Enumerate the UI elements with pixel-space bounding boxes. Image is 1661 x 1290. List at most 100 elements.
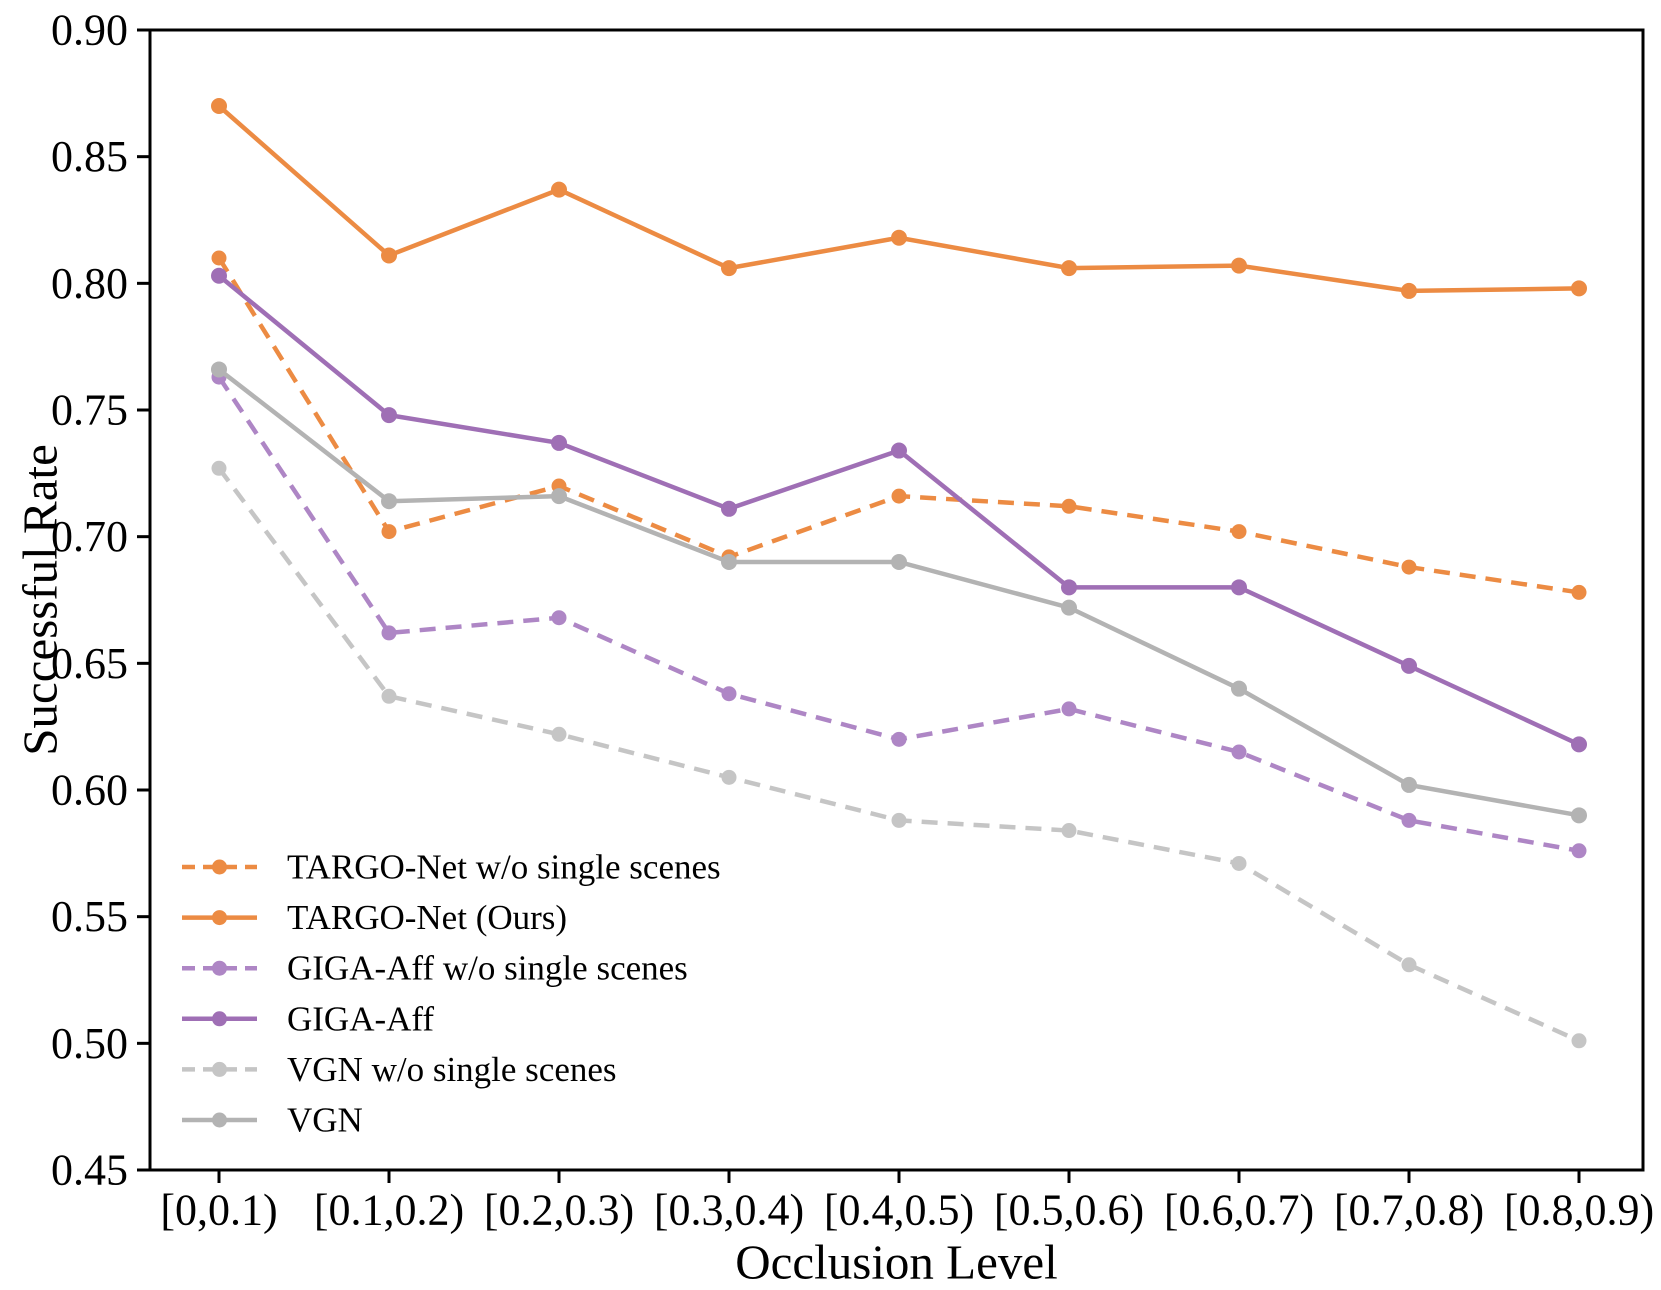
x-tick-label: [0.6,0.7) [1164, 1186, 1314, 1235]
x-tick-label: [0.1,0.2) [314, 1186, 464, 1235]
y-tick-label: 0.90 [51, 6, 128, 55]
data-point-marker [1571, 736, 1587, 753]
series-vgn [211, 361, 1587, 824]
y-axis-title: Successful Rate [13, 444, 68, 756]
legend-item-label: VGN w/o single scenes [287, 1050, 617, 1089]
data-point-marker [381, 625, 397, 641]
plot-border [148, 28, 1645, 1172]
data-point-marker [1061, 599, 1077, 616]
data-point-marker [1231, 524, 1247, 540]
data-point-marker [1231, 744, 1247, 760]
y-tick-label: 0.70 [51, 512, 128, 561]
legend: TARGO-Net w/o single scenes TARGO-Net (Ou… [182, 848, 721, 1140]
data-point-marker [381, 247, 397, 264]
legend-item-label: GIGA-Aff [287, 999, 434, 1038]
series-line-targo-net-w-o-single-scenes [217, 256, 1580, 595]
legend-item-label: GIGA-Aff w/o single scenes [287, 949, 688, 988]
data-point-marker [1401, 282, 1417, 299]
data-point-marker [1231, 680, 1247, 697]
data-point-marker [381, 493, 397, 510]
legend-item-targo-net-ours: TARGO-Net (Ours) [182, 898, 567, 937]
data-point-marker [721, 769, 737, 785]
data-point-marker [551, 488, 567, 505]
data-point-marker [721, 686, 737, 702]
series-line-vgn [217, 367, 1580, 818]
legend-item-label: TARGO-Net (Ours) [287, 898, 567, 937]
series-vgn-w-o-single-scenes [211, 460, 1587, 1049]
legend-item-giga-aff-w-o-single-scenes: GIGA-Aff w/o single scenes [182, 949, 688, 988]
x-tick-label: [0.3,0.4) [654, 1186, 804, 1235]
data-point-marker [1571, 843, 1587, 859]
legend-swatch-marker [212, 1061, 227, 1077]
data-point-marker [1401, 957, 1417, 973]
data-point-marker [211, 361, 227, 378]
x-axis-title: Occlusion Level [735, 1235, 1057, 1290]
data-point-marker [211, 460, 227, 476]
data-point-marker [1401, 776, 1417, 793]
data-point-marker [1571, 584, 1587, 600]
data-point-marker [891, 812, 907, 828]
data-point-marker [891, 554, 907, 570]
data-point-marker [1231, 257, 1247, 274]
data-point-marker [381, 524, 397, 540]
legend-item-giga-aff: GIGA-Aff [182, 999, 434, 1038]
data-point-marker [721, 260, 737, 277]
legend-swatch-marker [212, 910, 227, 926]
data-point-marker [1061, 823, 1077, 839]
y-tick-label: 0.60 [51, 766, 128, 815]
x-tick-label: [0.4,0.5) [824, 1186, 974, 1235]
data-point-marker [721, 500, 737, 517]
data-point-marker [891, 229, 907, 246]
legend-item-targo-net-w-o-single-scenes: TARGO-Net w/o single scenes [182, 848, 721, 887]
data-point-marker [381, 688, 397, 704]
data-point-marker [551, 610, 567, 626]
x-tick-label: [0.7,0.8) [1334, 1186, 1484, 1235]
data-point-marker [1231, 579, 1247, 596]
data-point-marker [721, 554, 737, 570]
data-point-marker [211, 267, 227, 284]
y-tick-label: 0.75 [51, 386, 128, 435]
data-point-marker [211, 250, 227, 266]
data-point-marker [1061, 498, 1077, 514]
series-targo-net-ours [211, 98, 1587, 299]
legend-swatch-marker [212, 960, 227, 976]
data-point-marker [1401, 812, 1417, 828]
data-point-marker [1061, 579, 1077, 596]
legend-item-vgn-w-o-single-scenes: VGN w/o single scenes [182, 1050, 617, 1089]
data-point-marker [1231, 855, 1247, 871]
data-point-marker [1401, 657, 1417, 674]
y-tick-label: 0.80 [51, 259, 128, 308]
y-tick-label: 0.85 [51, 132, 128, 181]
data-point-marker [891, 442, 907, 459]
series-giga-aff-w-o-single-scenes [211, 369, 1587, 859]
x-tick-label: [0,0.1) [160, 1186, 277, 1235]
legend-swatch-marker [212, 859, 227, 875]
legend-swatch-marker [212, 1011, 227, 1027]
series-line-giga-aff [217, 273, 1580, 747]
y-tick-label: 0.55 [51, 892, 128, 941]
x-tick-label: [0.2,0.3) [484, 1186, 634, 1235]
data-point-marker [1061, 701, 1077, 717]
y-tick-label: 0.45 [51, 1146, 128, 1195]
y-tick-label: 0.65 [51, 639, 128, 688]
data-point-marker [1061, 260, 1077, 277]
legend-item-label: VGN [287, 1101, 363, 1140]
x-tick-label: [0.8,0.9) [1504, 1186, 1654, 1235]
data-point-marker [1571, 1033, 1587, 1049]
x-tick-label: [0.5,0.6) [994, 1186, 1144, 1235]
data-point-marker [381, 407, 397, 424]
data-point-marker [1571, 807, 1587, 824]
data-point-marker [1571, 280, 1587, 297]
data-point-marker [551, 434, 567, 451]
data-point-marker [551, 726, 567, 742]
series-line-targo-net-ours [217, 104, 1580, 294]
data-point-marker [891, 731, 907, 747]
data-point-marker [551, 181, 567, 198]
legend-swatch-marker [212, 1112, 227, 1128]
data-point-marker [891, 488, 907, 504]
legend-item-vgn: VGN [182, 1101, 363, 1140]
series-targo-net-w-o-single-scenes [211, 250, 1587, 600]
data-point-marker [1401, 559, 1417, 575]
